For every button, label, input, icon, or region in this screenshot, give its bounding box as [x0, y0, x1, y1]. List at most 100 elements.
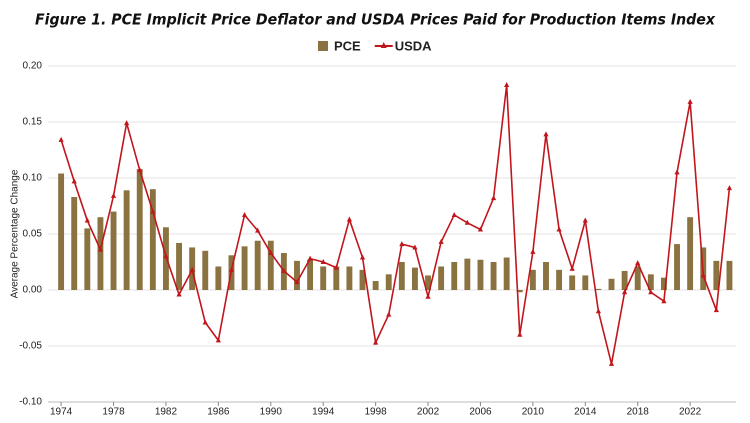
marker: [661, 298, 667, 304]
y-tick-label: 0.15: [23, 117, 43, 128]
marker: [97, 246, 104, 252]
marker: [726, 185, 733, 191]
bar: [372, 281, 379, 290]
bar: [202, 250, 209, 290]
bar: [608, 278, 615, 290]
legend: PCE USDA: [318, 38, 432, 53]
marker: [202, 319, 208, 325]
marker: [530, 248, 536, 254]
bar: [398, 262, 405, 290]
marker: [687, 98, 693, 104]
marker: [451, 211, 457, 217]
marker: [622, 289, 628, 295]
marker: [399, 241, 405, 247]
bar: [359, 269, 366, 290]
x-tick-label: 1994: [312, 407, 335, 418]
bar: [582, 275, 589, 290]
x-tick-label: 1978: [102, 407, 125, 418]
marker: [490, 195, 497, 201]
bar: [464, 258, 471, 290]
marker: [608, 360, 615, 366]
bar: [294, 260, 300, 290]
marker: [346, 216, 353, 222]
bar: [451, 262, 458, 290]
marker: [150, 208, 156, 214]
bar: [149, 189, 156, 290]
marker: [320, 259, 326, 264]
marker: [163, 253, 169, 259]
marker: [648, 289, 654, 295]
bar: [713, 260, 720, 290]
bar: [674, 244, 680, 290]
x-tick-label: 2010: [522, 407, 545, 418]
bar: [176, 242, 182, 290]
marker: [700, 272, 706, 278]
bar: [123, 190, 130, 290]
bar: [71, 197, 78, 290]
marker: [110, 192, 117, 198]
marker: [281, 267, 287, 273]
marker: [582, 217, 588, 223]
y-tick-label: 0.00: [23, 285, 43, 296]
marker: [477, 226, 484, 232]
bar: [97, 217, 104, 290]
bar: [110, 211, 117, 290]
marker: [674, 169, 680, 175]
bar: [385, 274, 392, 290]
x-tick-label: 1998: [364, 407, 387, 418]
marker: [124, 120, 130, 126]
marker: [71, 178, 77, 184]
marker: [556, 226, 562, 232]
y-tick-label: 0.20: [23, 61, 43, 72]
bar: [333, 266, 340, 290]
marker: [176, 291, 182, 297]
bar: [726, 260, 733, 290]
line: [60, 84, 731, 365]
marker: [517, 331, 523, 337]
bar: [687, 217, 694, 290]
bar: [58, 173, 65, 290]
y-tick-label: -0.10: [19, 397, 42, 408]
y-tick-label: 0.05: [23, 229, 43, 240]
marker: [464, 219, 470, 225]
marker: [307, 255, 313, 261]
marker: [504, 82, 510, 88]
bar: [411, 267, 418, 290]
chart-title: Figure 1. PCE Implicit Price Deflator an…: [35, 11, 716, 29]
marker: [373, 339, 379, 345]
x-tick-label: 2014: [574, 407, 597, 418]
legend-label: PCE: [334, 38, 361, 53]
bar: [84, 228, 91, 290]
marker: [215, 337, 221, 343]
bar: [320, 266, 327, 290]
marker: [438, 238, 444, 244]
marker: [569, 265, 575, 271]
bar: [556, 269, 563, 290]
marker: [635, 260, 641, 266]
bar: [477, 259, 484, 290]
marker: [137, 167, 143, 173]
bar: [569, 275, 576, 290]
bar: [621, 270, 628, 290]
legend-label: USDA: [395, 38, 432, 53]
bar: [346, 266, 353, 290]
x-tick-label: 1986: [207, 407, 230, 418]
x-tick-label: 1990: [260, 407, 283, 418]
x-tick-label: 2018: [627, 407, 650, 418]
y-axis-label: Average Percentage Change: [10, 169, 21, 298]
marker: [425, 293, 431, 299]
x-tick-label: 2022: [679, 407, 702, 418]
bar: [634, 266, 641, 290]
marker: [713, 307, 719, 313]
marker: [386, 311, 392, 317]
marker: [412, 244, 418, 250]
bar: [647, 274, 654, 290]
marker: [294, 279, 300, 285]
bar: [660, 277, 667, 290]
x-tick-label: 2002: [417, 407, 440, 418]
x-tick-label: 2006: [469, 407, 492, 418]
bar: [503, 257, 510, 290]
bar: [438, 266, 445, 290]
bar: [425, 275, 431, 290]
